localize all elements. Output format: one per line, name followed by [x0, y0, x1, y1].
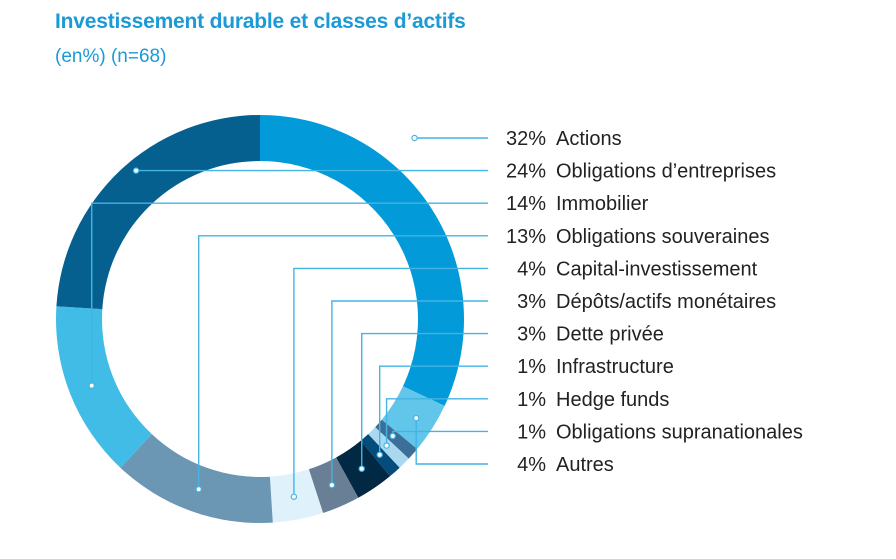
leader-dot	[383, 442, 390, 449]
category-label: Actions	[556, 128, 622, 150]
leader-dot	[411, 134, 418, 142]
value-label: 24%	[506, 161, 546, 183]
chart-subtitle: (en%) (n=68)	[55, 46, 167, 67]
value-label: 3%	[517, 324, 546, 346]
category-label: Infrastructure	[556, 356, 674, 378]
leader-dot	[413, 414, 420, 422]
value-label: 13%	[506, 226, 546, 248]
category-label: Autres	[556, 454, 614, 476]
category-label: Capital-investissement	[556, 258, 758, 280]
slice-obligations-souveraines	[120, 434, 273, 523]
leader-dot	[389, 432, 396, 440]
slice-obligations-supranationales	[375, 419, 418, 459]
leader-dot	[358, 465, 365, 472]
leader-line	[361, 332, 488, 469]
leader-line	[415, 418, 488, 465]
leader-dot	[132, 167, 140, 174]
value-label: 1%	[517, 389, 546, 411]
leader-line	[197, 235, 488, 490]
value-label: 1%	[517, 356, 546, 378]
leader-dot	[290, 493, 298, 500]
category-label: Obligations souveraines	[556, 226, 769, 248]
category-label: Obligations supranationales	[556, 421, 803, 443]
leader-line	[378, 365, 488, 455]
category-label: Dépôts/actifs monétaires	[556, 291, 776, 313]
value-label: 1%	[517, 421, 546, 443]
slice-obligations-d-entreprises	[56, 115, 261, 310]
value-label: 4%	[517, 258, 546, 280]
leader-dot	[195, 486, 202, 493]
slice-immobilier	[56, 306, 152, 468]
value-label: 32%	[506, 128, 546, 150]
leader-line	[293, 267, 488, 497]
value-label: 4%	[517, 454, 546, 476]
leader-line	[331, 300, 488, 486]
leader-dot	[328, 481, 336, 489]
category-label: Immobilier	[556, 193, 649, 215]
category-label: Dette privée	[556, 324, 664, 346]
value-label: 14%	[506, 193, 546, 215]
slice-actions	[260, 115, 465, 406]
leader-line	[91, 202, 488, 386]
category-label: Obligations d’entreprises	[556, 161, 776, 183]
leader-dot	[376, 451, 383, 458]
category-label: Hedge funds	[556, 389, 669, 411]
leader-dot	[88, 382, 95, 389]
chart-title: Investissement durable et classes d’acti…	[55, 10, 466, 33]
value-label: 3%	[517, 291, 546, 313]
leader-line	[385, 398, 488, 446]
